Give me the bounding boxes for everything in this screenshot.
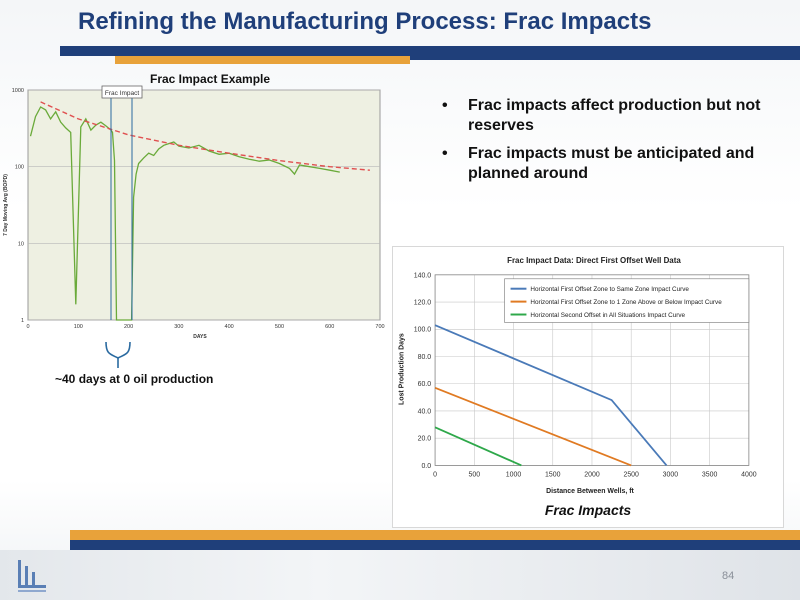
y-tick-label: 1000 xyxy=(12,88,24,94)
annotation-brace xyxy=(105,341,131,368)
y-tick-label: 60.0 xyxy=(418,381,432,388)
right-x-axis-title: Distance Between Wells, ft xyxy=(546,488,634,495)
x-tick-label: 1000 xyxy=(506,471,522,478)
left-y-axis-title: 7 Day Moving Avg (BOPD) xyxy=(3,174,9,236)
frac-impact-example-chart: 1 10 100 1000 0 100 200 300 400 500 600 700 Frac Im… xyxy=(3,85,385,340)
header-bar-thin xyxy=(410,56,800,60)
y-tick-label: 1 xyxy=(21,318,24,324)
y-tick-label: 0.0 xyxy=(421,463,431,470)
footer-bar-navy xyxy=(70,540,800,550)
x-tick-label: 100 xyxy=(74,324,83,330)
bullet-item: • Frac impacts must be anticipated and p… xyxy=(442,144,762,184)
production-series-line xyxy=(29,106,340,321)
y-tick-label: 10 xyxy=(18,241,24,247)
x-tick-label: 0 xyxy=(26,324,29,330)
decline-curve-line xyxy=(40,101,370,171)
footer-background xyxy=(0,550,800,600)
right-chart-caption: Frac Impacts xyxy=(544,502,632,518)
x-tick-label: 2000 xyxy=(584,471,600,478)
y-tick-label: 100.0 xyxy=(414,327,432,334)
legend-box xyxy=(504,278,750,323)
series-line xyxy=(434,324,668,467)
right-y-axis-title: Lost Production Days xyxy=(398,333,405,405)
bullet-item: • Frac impacts affect production but not… xyxy=(442,96,762,136)
x-tick-label: 1500 xyxy=(545,471,561,478)
series-line xyxy=(434,426,522,467)
y-tick-label: 20.0 xyxy=(418,436,432,443)
plot-area xyxy=(27,89,381,321)
x-tick-label: 3000 xyxy=(663,471,679,478)
right-chart-title: Frac Impact Data: Direct First Offset We… xyxy=(507,256,681,265)
x-tick-label: 200 xyxy=(124,324,133,330)
zero-production-annotation: ~40 days at 0 oil production xyxy=(55,372,214,386)
frac-impact-callout-label: Frac Impact xyxy=(105,90,140,97)
legend-label: Horizontal Second Offset in All Situatio… xyxy=(530,312,685,319)
y-tick-label: 80.0 xyxy=(418,354,432,361)
x-tick-label: 500 xyxy=(469,471,481,478)
y-tick-label: 100 xyxy=(15,165,24,171)
y-tick-label: 140.0 xyxy=(414,272,432,279)
series-line xyxy=(434,386,632,467)
frac-impact-callout-box xyxy=(101,85,143,99)
bullet-dot-icon: • xyxy=(442,97,448,114)
frac-impact-data-chart: Frac Impact Data: Direct First Offset We… xyxy=(392,246,784,528)
x-tick-label: 700 xyxy=(375,324,384,330)
y-tick-label: 40.0 xyxy=(418,408,432,415)
x-tick-label: 500 xyxy=(275,324,284,330)
x-tick-label: 4000 xyxy=(741,471,757,478)
bullet-text: Frac impacts affect production but not r… xyxy=(468,97,761,134)
legend-label: Horizontal First Offset Zone to Same Zon… xyxy=(530,286,689,293)
plot-frame xyxy=(434,274,750,466)
x-tick-label: 600 xyxy=(325,324,334,330)
x-tick-label: 3500 xyxy=(702,471,718,478)
y-tick-label: 120.0 xyxy=(414,300,432,307)
page-number: 84 xyxy=(722,570,735,582)
legend-label: Horizontal First Offset Zone to 1 Zone A… xyxy=(530,299,722,306)
left-chart-title: Frac Impact Example xyxy=(150,72,271,86)
x-tick-label: 0 xyxy=(433,471,437,478)
company-logo-icon xyxy=(18,560,46,592)
bullet-text: Frac impacts must be anticipated and pla… xyxy=(468,145,755,182)
bullet-list: • Frac impacts affect production but not… xyxy=(442,96,762,192)
x-tick-label: 400 xyxy=(225,324,234,330)
x-tick-label: 300 xyxy=(174,324,183,330)
footer-bar-orange xyxy=(70,530,800,540)
left-x-axis-title: DAYS xyxy=(193,334,207,340)
x-tick-label: 2500 xyxy=(623,471,639,478)
header-bar-orange xyxy=(115,56,410,64)
bullet-dot-icon: • xyxy=(442,145,448,162)
header-bar-navy xyxy=(60,46,800,56)
slide-title: Refining the Manufacturing Process: Frac… xyxy=(78,8,652,35)
